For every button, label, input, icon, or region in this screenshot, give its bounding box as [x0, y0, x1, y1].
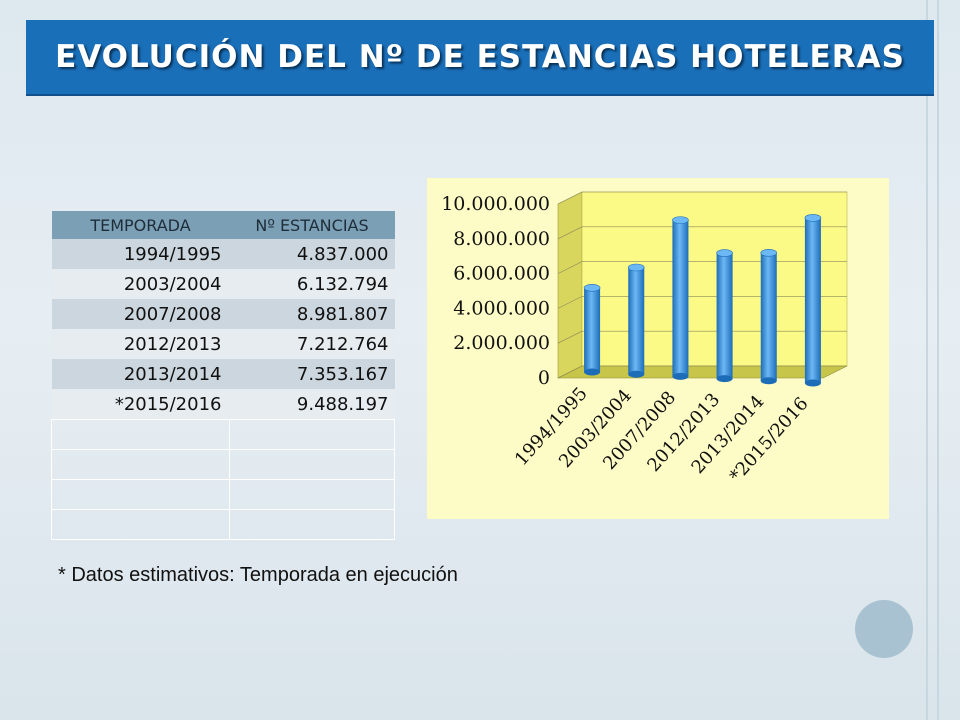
cell-estancias: 9.488.197 [229, 389, 395, 420]
table-row-empty [51, 449, 395, 480]
gridline [557, 261, 847, 274]
bar-base [804, 379, 821, 387]
cell-estancias: 6.132.794 [229, 269, 395, 299]
bar-base [716, 375, 733, 383]
empty-cell [229, 509, 395, 540]
table-row: 2012/2013 7.212.764 [51, 329, 395, 359]
bar [672, 220, 689, 377]
table-row: 1994/1995 4.837.000 [51, 239, 395, 269]
chart-area: 0 2.000.000 4.000.000 6.000.000 8.000.000 10.… [427, 178, 889, 519]
bar-top [804, 214, 822, 222]
chart-back-wall [581, 191, 848, 367]
bar [804, 217, 821, 383]
cell-temporada: 1994/1995 [51, 239, 230, 269]
y-tick-label: 6.000.000 [453, 263, 550, 285]
chart-floor [557, 365, 848, 379]
header-temporada: TEMPORADA [51, 211, 230, 239]
cell-temporada: 2003/2004 [51, 269, 230, 299]
bar-base [760, 377, 777, 385]
cell-temporada: 2007/2008 [51, 299, 230, 329]
bar [584, 287, 601, 372]
bar [716, 253, 733, 379]
y-tick-label: 2.000.000 [453, 332, 550, 354]
slide-title: EVOLUCIÓN DEL Nº DE ESTANCIAS HOTELERAS [55, 39, 905, 75]
table-row: 2003/2004 6.132.794 [51, 269, 395, 299]
footnote: * Datos estimativos: Temporada en ejecuc… [58, 564, 458, 586]
gridline [557, 365, 847, 379]
empty-cell [51, 509, 230, 540]
y-tick-label: 0 [538, 367, 550, 389]
table-row-empty [51, 479, 395, 510]
cell-temporada: 2012/2013 [51, 329, 230, 359]
bar [628, 267, 645, 375]
empty-cell [229, 419, 395, 450]
cell-temporada: 2013/2014 [51, 359, 230, 389]
y-tick-label: 10.000.000 [441, 193, 550, 215]
cell-estancias: 7.353.167 [229, 359, 395, 389]
bar-top [627, 263, 645, 272]
bar [760, 252, 777, 381]
empty-cell [51, 419, 230, 450]
empty-cell [229, 479, 395, 510]
gridline [557, 296, 847, 309]
empty-cell [51, 449, 230, 480]
cell-estancias: 8.981.807 [229, 299, 395, 329]
bar-base [672, 372, 689, 380]
bar-base [584, 368, 601, 376]
bar-top [760, 249, 778, 257]
bar-top [583, 284, 601, 292]
bar-top [716, 249, 733, 257]
cell-temporada: *2015/2016 [51, 389, 230, 420]
gridline [557, 191, 847, 205]
table-row: *2015/2016 9.488.197 [51, 389, 395, 420]
table-row: 2007/2008 8.981.807 [51, 299, 395, 329]
cell-estancias: 7.212.764 [229, 329, 395, 359]
decorative-circle [855, 600, 913, 658]
bar-chart: 0 2.000.000 4.000.000 6.000.000 8.000.000 10.… [441, 191, 848, 487]
cell-estancias: 4.837.000 [229, 239, 395, 269]
frame-line-right [926, 0, 928, 720]
y-tick-label: 8.000.000 [453, 228, 550, 250]
table-row-empty [51, 419, 395, 450]
bar-base [628, 370, 645, 378]
bar-top [672, 216, 689, 224]
frame-line-right-outer [937, 0, 939, 720]
y-tick-label: 4.000.000 [453, 297, 550, 319]
table-header-row: TEMPORADA Nº ESTANCIAS [51, 211, 395, 239]
table-row: 2013/2014 7.353.167 [51, 359, 395, 389]
chart-side-wall [557, 191, 583, 379]
gridline [557, 330, 847, 344]
empty-cell [229, 449, 395, 480]
gridline [557, 226, 847, 240]
empty-cell [51, 479, 230, 510]
header-estancias: Nº ESTANCIAS [229, 211, 395, 239]
table-row-empty [51, 509, 395, 540]
title-banner: EVOLUCIÓN DEL Nº DE ESTANCIAS HOTELERAS [26, 20, 934, 94]
estancias-table: TEMPORADA Nº ESTANCIAS 1994/1995 4.837.0… [51, 211, 395, 540]
